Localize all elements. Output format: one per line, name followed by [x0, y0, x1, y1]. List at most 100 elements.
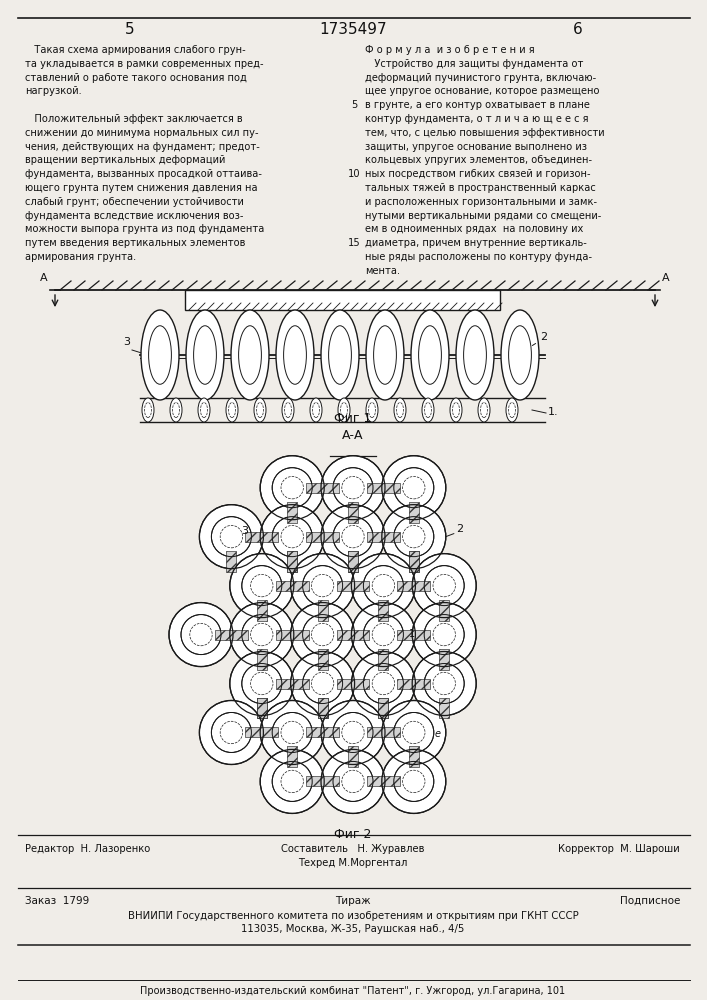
Circle shape	[260, 700, 325, 764]
Circle shape	[333, 761, 373, 801]
Text: Составитель   Н. Журавлев: Составитель Н. Журавлев	[281, 844, 425, 854]
Bar	[245, 532, 278, 542]
Circle shape	[321, 700, 385, 764]
Bar	[257, 600, 267, 621]
Bar	[367, 727, 399, 737]
Circle shape	[181, 615, 221, 655]
Circle shape	[412, 652, 477, 716]
Bar	[348, 746, 358, 767]
Circle shape	[199, 700, 264, 764]
Bar	[306, 727, 339, 737]
Text: А: А	[40, 273, 48, 283]
Text: Редактор  Н. Лазоренко: Редактор Н. Лазоренко	[25, 844, 151, 854]
Text: щее упругое основание, которое размещено: щее упругое основание, которое размещено	[365, 86, 600, 96]
Circle shape	[291, 652, 355, 716]
Text: ных посредством гибких связей и горизон-: ных посредством гибких связей и горизон-	[365, 169, 590, 179]
Circle shape	[211, 712, 252, 752]
Text: 2: 2	[540, 332, 547, 342]
Bar	[226, 551, 236, 572]
Text: Корректор  М. Шароши: Корректор М. Шароши	[559, 844, 680, 854]
Bar	[245, 727, 278, 737]
Bar	[317, 600, 327, 621]
Text: 1: 1	[409, 629, 415, 639]
Bar	[257, 649, 267, 670]
Bar	[439, 649, 449, 670]
Circle shape	[272, 712, 312, 752]
Circle shape	[242, 615, 282, 655]
Bar	[337, 630, 369, 640]
Text: Фиг 1: Фиг 1	[334, 412, 372, 425]
Circle shape	[230, 554, 294, 618]
Bar	[397, 630, 430, 640]
Circle shape	[424, 615, 464, 655]
Text: та укладывается в рамки современных пред-: та укладывается в рамки современных пред…	[25, 59, 264, 69]
Circle shape	[321, 749, 385, 813]
Bar	[185, 290, 500, 310]
Text: А-А: А-А	[342, 429, 363, 442]
Bar	[439, 600, 449, 621]
Bar	[317, 698, 327, 718]
Bar	[287, 551, 297, 572]
Circle shape	[169, 603, 233, 667]
Ellipse shape	[501, 310, 539, 400]
Text: ем в одноименных рядах  на половину их: ем в одноименных рядах на половину их	[365, 224, 583, 234]
Circle shape	[333, 712, 373, 752]
Ellipse shape	[338, 398, 350, 422]
Text: в грунте, а его контур охватывает в плане: в грунте, а его контур охватывает в план…	[365, 100, 590, 110]
Text: диаметра, причем внутренние вертикаль-: диаметра, причем внутренние вертикаль-	[365, 238, 587, 248]
Bar	[337, 581, 369, 591]
Text: Тираж: Тираж	[335, 896, 370, 906]
Circle shape	[321, 505, 385, 569]
Text: защиты, упругое основание выполнено из: защиты, упругое основание выполнено из	[365, 142, 587, 152]
Text: Производственно-издательский комбинат "Патент", г. Ужгород, ул.Гагарина, 101: Производственно-издательский комбинат "П…	[141, 986, 566, 996]
Ellipse shape	[450, 398, 462, 422]
Bar	[306, 532, 339, 542]
Bar	[276, 679, 308, 689]
Bar	[409, 551, 419, 572]
Ellipse shape	[141, 310, 179, 400]
Circle shape	[363, 664, 404, 704]
Ellipse shape	[394, 398, 406, 422]
Bar	[378, 698, 388, 718]
Circle shape	[272, 761, 312, 801]
Ellipse shape	[366, 310, 404, 400]
Bar	[215, 630, 247, 640]
Text: 1.: 1.	[548, 407, 559, 417]
Circle shape	[394, 761, 434, 801]
Circle shape	[412, 603, 477, 667]
Ellipse shape	[478, 398, 490, 422]
Ellipse shape	[411, 310, 449, 400]
Text: мента.: мента.	[365, 266, 400, 276]
Circle shape	[321, 456, 385, 520]
Bar	[409, 502, 419, 523]
Text: Заказ  1799: Заказ 1799	[25, 896, 89, 906]
Text: Ф о р м у л а  и з о б р е т е н и я: Ф о р м у л а и з о б р е т е н и я	[365, 45, 534, 55]
Text: 1735497: 1735497	[319, 22, 387, 37]
Ellipse shape	[198, 398, 210, 422]
Ellipse shape	[231, 310, 269, 400]
Text: ВНИИПИ Государственного комитета по изобретениям и открытиям при ГКНТ СССР: ВНИИПИ Государственного комитета по изоб…	[128, 911, 578, 921]
Text: Устройство для защиты фундамента от: Устройство для защиты фундамента от	[365, 59, 583, 69]
Circle shape	[272, 468, 312, 508]
Text: кольцевых упругих элементов, объединен-: кольцевых упругих элементов, объединен-	[365, 155, 592, 165]
Text: тальных тяжей в пространственный каркас: тальных тяжей в пространственный каркас	[365, 183, 596, 193]
Bar	[257, 698, 267, 718]
Circle shape	[260, 505, 325, 569]
Bar	[287, 746, 297, 767]
Circle shape	[199, 505, 264, 569]
Text: можности выпора грунта из под фундамента: можности выпора грунта из под фундамента	[25, 224, 264, 234]
Ellipse shape	[170, 398, 182, 422]
Circle shape	[260, 749, 325, 813]
Text: ющего грунта путем снижения давления на: ющего грунта путем снижения давления на	[25, 183, 257, 193]
Circle shape	[291, 603, 355, 667]
Text: Такая схема армирования слабого грун-: Такая схема армирования слабого грун-	[25, 45, 246, 55]
Text: нагрузкой.: нагрузкой.	[25, 86, 82, 96]
Circle shape	[351, 652, 416, 716]
Circle shape	[351, 554, 416, 618]
Ellipse shape	[506, 398, 518, 422]
Text: деформаций пучинистого грунта, включаю-: деформаций пучинистого грунта, включаю-	[365, 73, 596, 83]
Circle shape	[242, 566, 282, 606]
Text: Положительный эффект заключается в: Положительный эффект заключается в	[25, 114, 243, 124]
Text: путем введения вертикальных элементов: путем введения вертикальных элементов	[25, 238, 245, 248]
Circle shape	[333, 468, 373, 508]
